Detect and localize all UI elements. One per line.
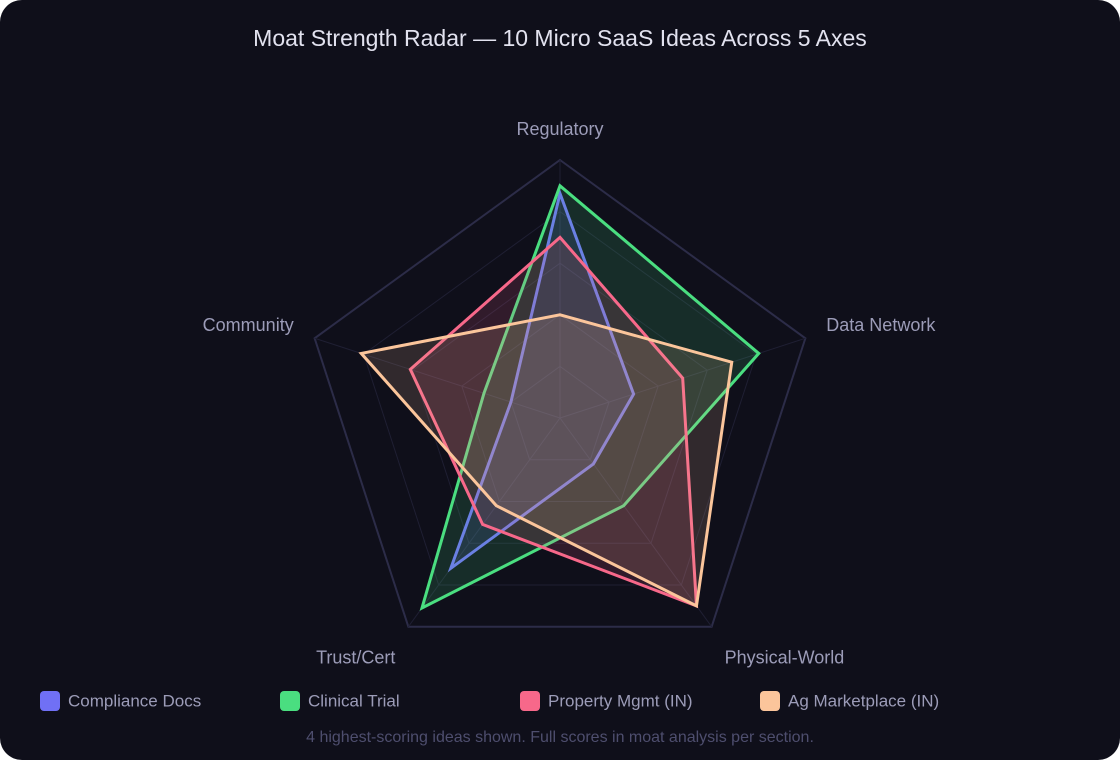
- legend-label: Compliance Docs: [68, 691, 201, 710]
- spoke: [559, 417, 713, 628]
- series-area: [358, 313, 734, 609]
- grid-ring: [510, 365, 610, 461]
- footnote: 4 highest-scoring ideas shown. Full scor…: [306, 729, 814, 746]
- grid-ring: [412, 262, 708, 544]
- series-area: [447, 188, 636, 573]
- axis-label: Data Network: [826, 315, 936, 335]
- legend-swatch: [520, 691, 540, 711]
- axis-label: Regulatory: [516, 119, 603, 139]
- spoke: [314, 337, 561, 419]
- axis-label: Community: [203, 315, 294, 335]
- grid-ring: [363, 210, 757, 586]
- legend-label: Clinical Trial: [308, 691, 400, 710]
- legend-label: Property Mgmt (IN): [548, 691, 693, 710]
- spoke: [407, 417, 561, 628]
- grid-ring: [313, 158, 807, 628]
- legend-swatch: [760, 691, 780, 711]
- axis-label: Trust/Cert: [316, 647, 395, 667]
- axis-label: Physical-World: [725, 647, 845, 667]
- legend-swatch: [40, 691, 60, 711]
- series-area: [419, 183, 761, 611]
- chart-title: Moat Strength Radar — 10 Micro SaaS Idea…: [253, 25, 867, 51]
- legend-swatch: [280, 691, 300, 711]
- legend-label: Ag Marketplace (IN): [788, 691, 939, 710]
- grid-ring: [461, 314, 659, 502]
